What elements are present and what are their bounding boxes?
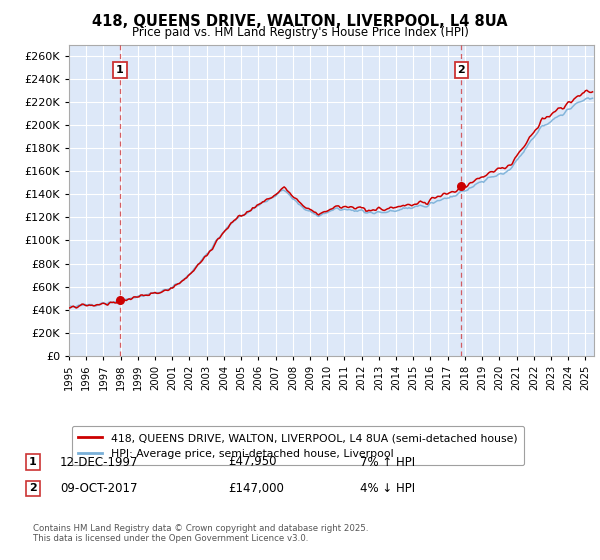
Text: 418, QUEENS DRIVE, WALTON, LIVERPOOL, L4 8UA: 418, QUEENS DRIVE, WALTON, LIVERPOOL, L4… bbox=[92, 14, 508, 29]
Text: 1: 1 bbox=[29, 457, 37, 467]
Text: £147,000: £147,000 bbox=[228, 482, 284, 495]
Text: Price paid vs. HM Land Registry's House Price Index (HPI): Price paid vs. HM Land Registry's House … bbox=[131, 26, 469, 39]
Text: £47,950: £47,950 bbox=[228, 455, 277, 469]
Text: 4% ↓ HPI: 4% ↓ HPI bbox=[360, 482, 415, 495]
Text: 1: 1 bbox=[116, 65, 124, 75]
Text: 2: 2 bbox=[29, 483, 37, 493]
Legend: 418, QUEENS DRIVE, WALTON, LIVERPOOL, L4 8UA (semi-detached house), HPI: Average: 418, QUEENS DRIVE, WALTON, LIVERPOOL, L4… bbox=[72, 426, 524, 465]
Text: 7% ↑ HPI: 7% ↑ HPI bbox=[360, 455, 415, 469]
Text: 09-OCT-2017: 09-OCT-2017 bbox=[60, 482, 137, 495]
Text: Contains HM Land Registry data © Crown copyright and database right 2025.
This d: Contains HM Land Registry data © Crown c… bbox=[33, 524, 368, 543]
Text: 2: 2 bbox=[457, 65, 465, 75]
Text: 12-DEC-1997: 12-DEC-1997 bbox=[60, 455, 139, 469]
